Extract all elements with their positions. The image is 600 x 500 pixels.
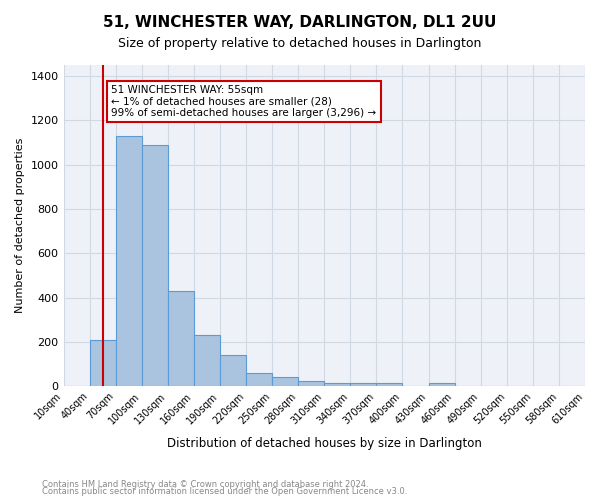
Bar <box>376 383 403 386</box>
Text: 51, WINCHESTER WAY, DARLINGTON, DL1 2UU: 51, WINCHESTER WAY, DARLINGTON, DL1 2UU <box>103 15 497 30</box>
Bar <box>220 355 246 386</box>
Bar <box>246 373 272 386</box>
Bar <box>142 144 168 386</box>
Bar <box>298 380 324 386</box>
Bar <box>350 383 376 386</box>
Bar <box>324 383 350 386</box>
Text: Contains HM Land Registry data © Crown copyright and database right 2024.: Contains HM Land Registry data © Crown c… <box>42 480 368 489</box>
Bar <box>168 291 194 386</box>
Y-axis label: Number of detached properties: Number of detached properties <box>15 138 25 313</box>
Text: Contains public sector information licensed under the Open Government Licence v3: Contains public sector information licen… <box>42 487 407 496</box>
Bar <box>272 378 298 386</box>
X-axis label: Distribution of detached houses by size in Darlington: Distribution of detached houses by size … <box>167 437 482 450</box>
Bar <box>428 383 455 386</box>
Text: 51 WINCHESTER WAY: 55sqm
← 1% of detached houses are smaller (28)
99% of semi-de: 51 WINCHESTER WAY: 55sqm ← 1% of detache… <box>112 85 376 118</box>
Bar <box>89 340 116 386</box>
Bar <box>116 136 142 386</box>
Text: Size of property relative to detached houses in Darlington: Size of property relative to detached ho… <box>118 38 482 51</box>
Bar <box>194 335 220 386</box>
